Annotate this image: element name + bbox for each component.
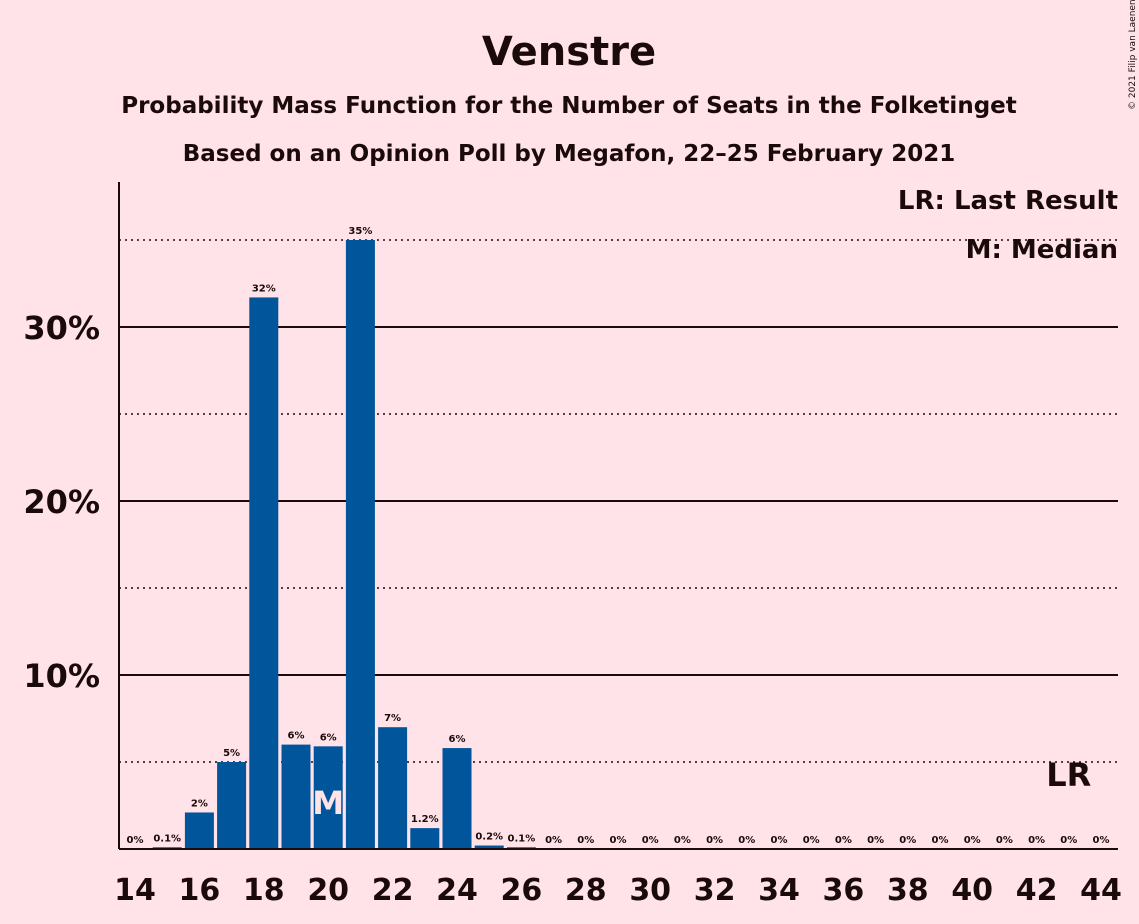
data-label: 1.2% [411,814,439,825]
x-tick-label: 28 [565,873,607,908]
x-tick-label: 36 [823,873,865,908]
data-label: 0% [1028,835,1045,846]
data-label: 2% [191,798,208,809]
y-tick-label: 20% [23,483,100,521]
data-label: 0.2% [475,832,503,843]
chart-title: Venstre [482,29,656,75]
data-label: 0% [642,835,659,846]
x-tick-label: 22 [372,873,414,908]
data-label: 0% [706,835,723,846]
legend-last-result: LR: Last Result [898,186,1118,216]
chart-subtitle-1: Probability Mass Function for the Number… [121,93,1017,119]
bar [217,762,247,849]
x-tick-label: 40 [951,873,993,908]
bar [410,828,440,849]
x-tick-label: 26 [501,873,543,908]
data-label: 7% [384,713,401,724]
bar [184,812,214,849]
copyright-notice: © 2021 Filip van Laenen [1128,0,1138,110]
data-label: 0% [1060,835,1077,846]
data-label: 0% [545,835,562,846]
data-label: 0% [738,835,755,846]
x-tick-label: 24 [436,873,478,908]
bar [442,748,472,849]
last-result-marker: LR [1046,756,1091,794]
x-tick-label: 38 [887,873,929,908]
data-label: 0% [610,835,627,846]
x-tick-label: 18 [243,873,285,908]
data-label: 32% [252,283,276,294]
bar [249,297,279,849]
data-label: 0% [867,835,884,846]
data-label: 0% [996,835,1013,846]
data-label: 0% [803,835,820,846]
data-label: 0% [932,835,949,846]
x-tick-label: 42 [1016,873,1058,908]
bar [281,744,311,849]
data-label: 0.1% [508,833,536,844]
y-tick-label: 10% [23,657,100,695]
x-tick-label: 16 [179,873,221,908]
x-tick-label: 30 [629,873,671,908]
data-label: 6% [288,731,305,742]
data-label: 6% [320,732,337,743]
grid-lines: 10% 20% 30% [23,239,1118,763]
data-label: 0% [1093,835,1110,846]
data-label: 0% [964,835,981,846]
data-label: 0% [127,835,144,846]
bar [378,727,408,849]
data-label: 0% [835,835,852,846]
bars-group [152,240,536,849]
x-tick-label: 32 [694,873,736,908]
bar [345,240,375,849]
legend-median: M: Median [966,235,1118,265]
x-tick-label: 14 [114,873,156,908]
data-label: 35% [348,226,372,237]
data-label: 0% [899,835,916,846]
median-marker: M [312,784,344,822]
bar [474,845,504,849]
x-tick-label: 44 [1080,873,1122,908]
chart-subtitle-2: Based on an Opinion Poll by Megafon, 22–… [183,141,956,167]
data-label: 0% [577,835,594,846]
data-label: 0% [674,835,691,846]
x-tick-label: 34 [758,873,800,908]
x-tick-label: 20 [307,873,349,908]
data-label: 5% [223,748,240,759]
y-tick-label: 30% [23,309,100,347]
data-label: 6% [449,734,466,745]
data-label: 0% [771,835,788,846]
data-label: 0.1% [153,833,181,844]
axes-group: 14 16 18 20 22 24 26 28 30 32 34 36 38 40 42 44 [114,182,1122,908]
bar [313,746,343,849]
data-labels-group: 0% 0.1% 2% 5% 32% 6% 6% 35% 7% 1.2% 6% 0.2% 0.1% 0% 0%… [127,226,1110,846]
